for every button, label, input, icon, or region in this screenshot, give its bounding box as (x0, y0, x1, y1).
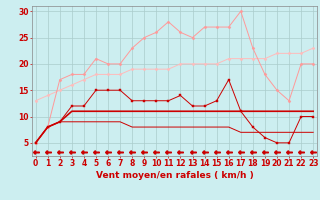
X-axis label: Vent moyen/en rafales ( km/h ): Vent moyen/en rafales ( km/h ) (96, 171, 253, 180)
